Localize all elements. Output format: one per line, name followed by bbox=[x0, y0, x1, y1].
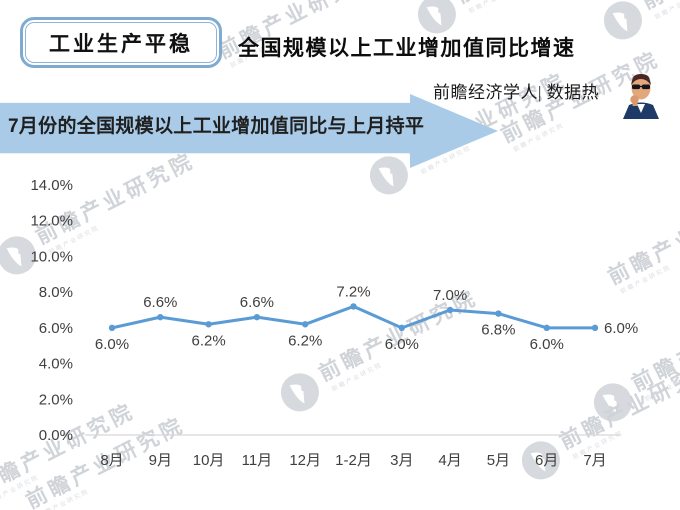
data-point-label: 7.2% bbox=[336, 283, 370, 300]
data-point-marker bbox=[495, 310, 502, 317]
data-point-marker bbox=[157, 313, 164, 321]
data-line-series bbox=[110, 304, 597, 330]
data-point-label: 6.0% bbox=[95, 336, 129, 353]
x-axis-tick-label: 6月 bbox=[535, 452, 558, 469]
data-point-label: 6.0% bbox=[604, 320, 638, 337]
x-axis-tick-label: 7月 bbox=[583, 452, 606, 469]
headline-badge-inner-border: 工业生产平稳 bbox=[25, 22, 217, 63]
data-point-marker bbox=[398, 324, 405, 332]
x-axis-tick-label: 11月 bbox=[242, 452, 273, 469]
x-axis-tick-label: 8月 bbox=[100, 452, 123, 469]
chart-title: 全国规模以上工业增加值同比增速 bbox=[238, 37, 576, 60]
x-axis-tick-label: 10月 bbox=[193, 452, 225, 469]
data-point-label: 6.6% bbox=[143, 294, 177, 311]
y-axis-tick-label: 14.0% bbox=[30, 177, 73, 194]
data-point-label: 6.8% bbox=[481, 322, 515, 339]
data-point-label: 7.0% bbox=[433, 287, 467, 304]
headline-badge: 工业生产平稳 bbox=[20, 17, 222, 68]
data-point-label: 6.6% bbox=[240, 294, 274, 311]
data-point-marker bbox=[253, 313, 261, 321]
y-axis-tick-label: 6.0% bbox=[39, 320, 73, 337]
data-point-marker bbox=[108, 324, 116, 332]
data-point-label: 6.0% bbox=[385, 336, 419, 353]
y-axis-tick-label: 0.0% bbox=[39, 427, 73, 444]
data-point-marker bbox=[302, 321, 309, 328]
x-axis-tick-label: 5月 bbox=[487, 452, 510, 469]
data-point-marker bbox=[543, 324, 550, 332]
data-point-marker bbox=[591, 324, 599, 332]
data-point-label: 6.2% bbox=[288, 332, 322, 349]
data-point-label: 6.0% bbox=[530, 336, 564, 353]
data-point-marker bbox=[350, 303, 357, 310]
y-axis-tick-label: 10.0% bbox=[30, 248, 73, 265]
x-axis-tick-label: 12月 bbox=[289, 452, 321, 469]
subtitle-banner-text: 7月份的全国规模以上工业增加值同比与上月持平 bbox=[8, 116, 425, 137]
source-credit: 前瞻经济学人| 数据热 bbox=[433, 83, 600, 102]
y-axis-tick-label: 8.0% bbox=[39, 284, 73, 301]
data-point-marker bbox=[446, 306, 454, 314]
y-axis-tick-label: 4.0% bbox=[39, 356, 73, 373]
x-axis-tick-label: 3月 bbox=[390, 452, 413, 469]
y-axis-tick-label: 12.0% bbox=[30, 213, 73, 230]
x-axis-tick-label: 4月 bbox=[438, 452, 461, 469]
x-axis-tick-label: 1-2月 bbox=[335, 452, 372, 469]
data-point-marker bbox=[205, 321, 212, 328]
data-point-label: 6.2% bbox=[191, 332, 225, 349]
x-axis-tick-label: 9月 bbox=[149, 452, 172, 469]
economist-avatar-icon bbox=[623, 74, 659, 119]
headline-badge-label: 工业生产平稳 bbox=[49, 31, 193, 56]
y-axis-tick-label: 2.0% bbox=[39, 391, 73, 408]
